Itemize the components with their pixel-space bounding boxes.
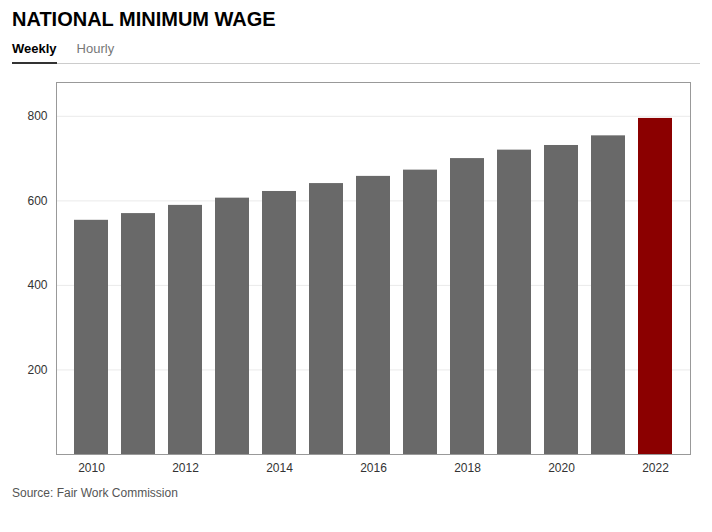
svg-text:2022: 2022 [642, 461, 669, 475]
svg-text:2020: 2020 [548, 461, 575, 475]
svg-text:2018: 2018 [454, 461, 481, 475]
svg-text:2016: 2016 [360, 461, 387, 475]
svg-text:200: 200 [27, 363, 47, 377]
svg-text:2014: 2014 [266, 461, 293, 475]
svg-text:600: 600 [27, 194, 47, 208]
svg-text:2012: 2012 [172, 461, 199, 475]
html-text:Weekly: Weekly [12, 41, 57, 56]
html-text:Source: Fair Work Commission: Source: Fair Work Commission [12, 486, 178, 500]
html-text:NATIONAL MINIMUM WAGE: NATIONAL MINIMUM WAGE [12, 8, 276, 30]
html-text:Hourly: Hourly [76, 41, 115, 56]
svg-text:400: 400 [27, 278, 47, 292]
svg-text:800: 800 [27, 109, 47, 123]
svg-text:2010: 2010 [78, 461, 105, 475]
